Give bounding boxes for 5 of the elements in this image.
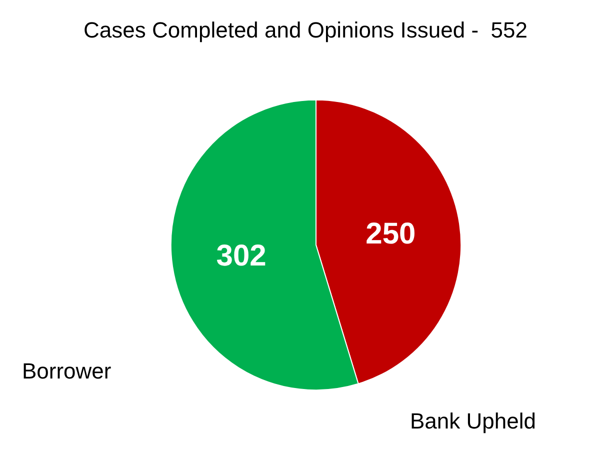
slice-label: Borrower bbox=[22, 358, 112, 384]
data-label: 302 bbox=[216, 240, 266, 273]
chart-title: Cases Completed and Opinions Issued - 552 bbox=[84, 18, 528, 42]
data-label: 250 bbox=[366, 217, 416, 250]
slice-label: Bank Upheld bbox=[410, 408, 536, 434]
